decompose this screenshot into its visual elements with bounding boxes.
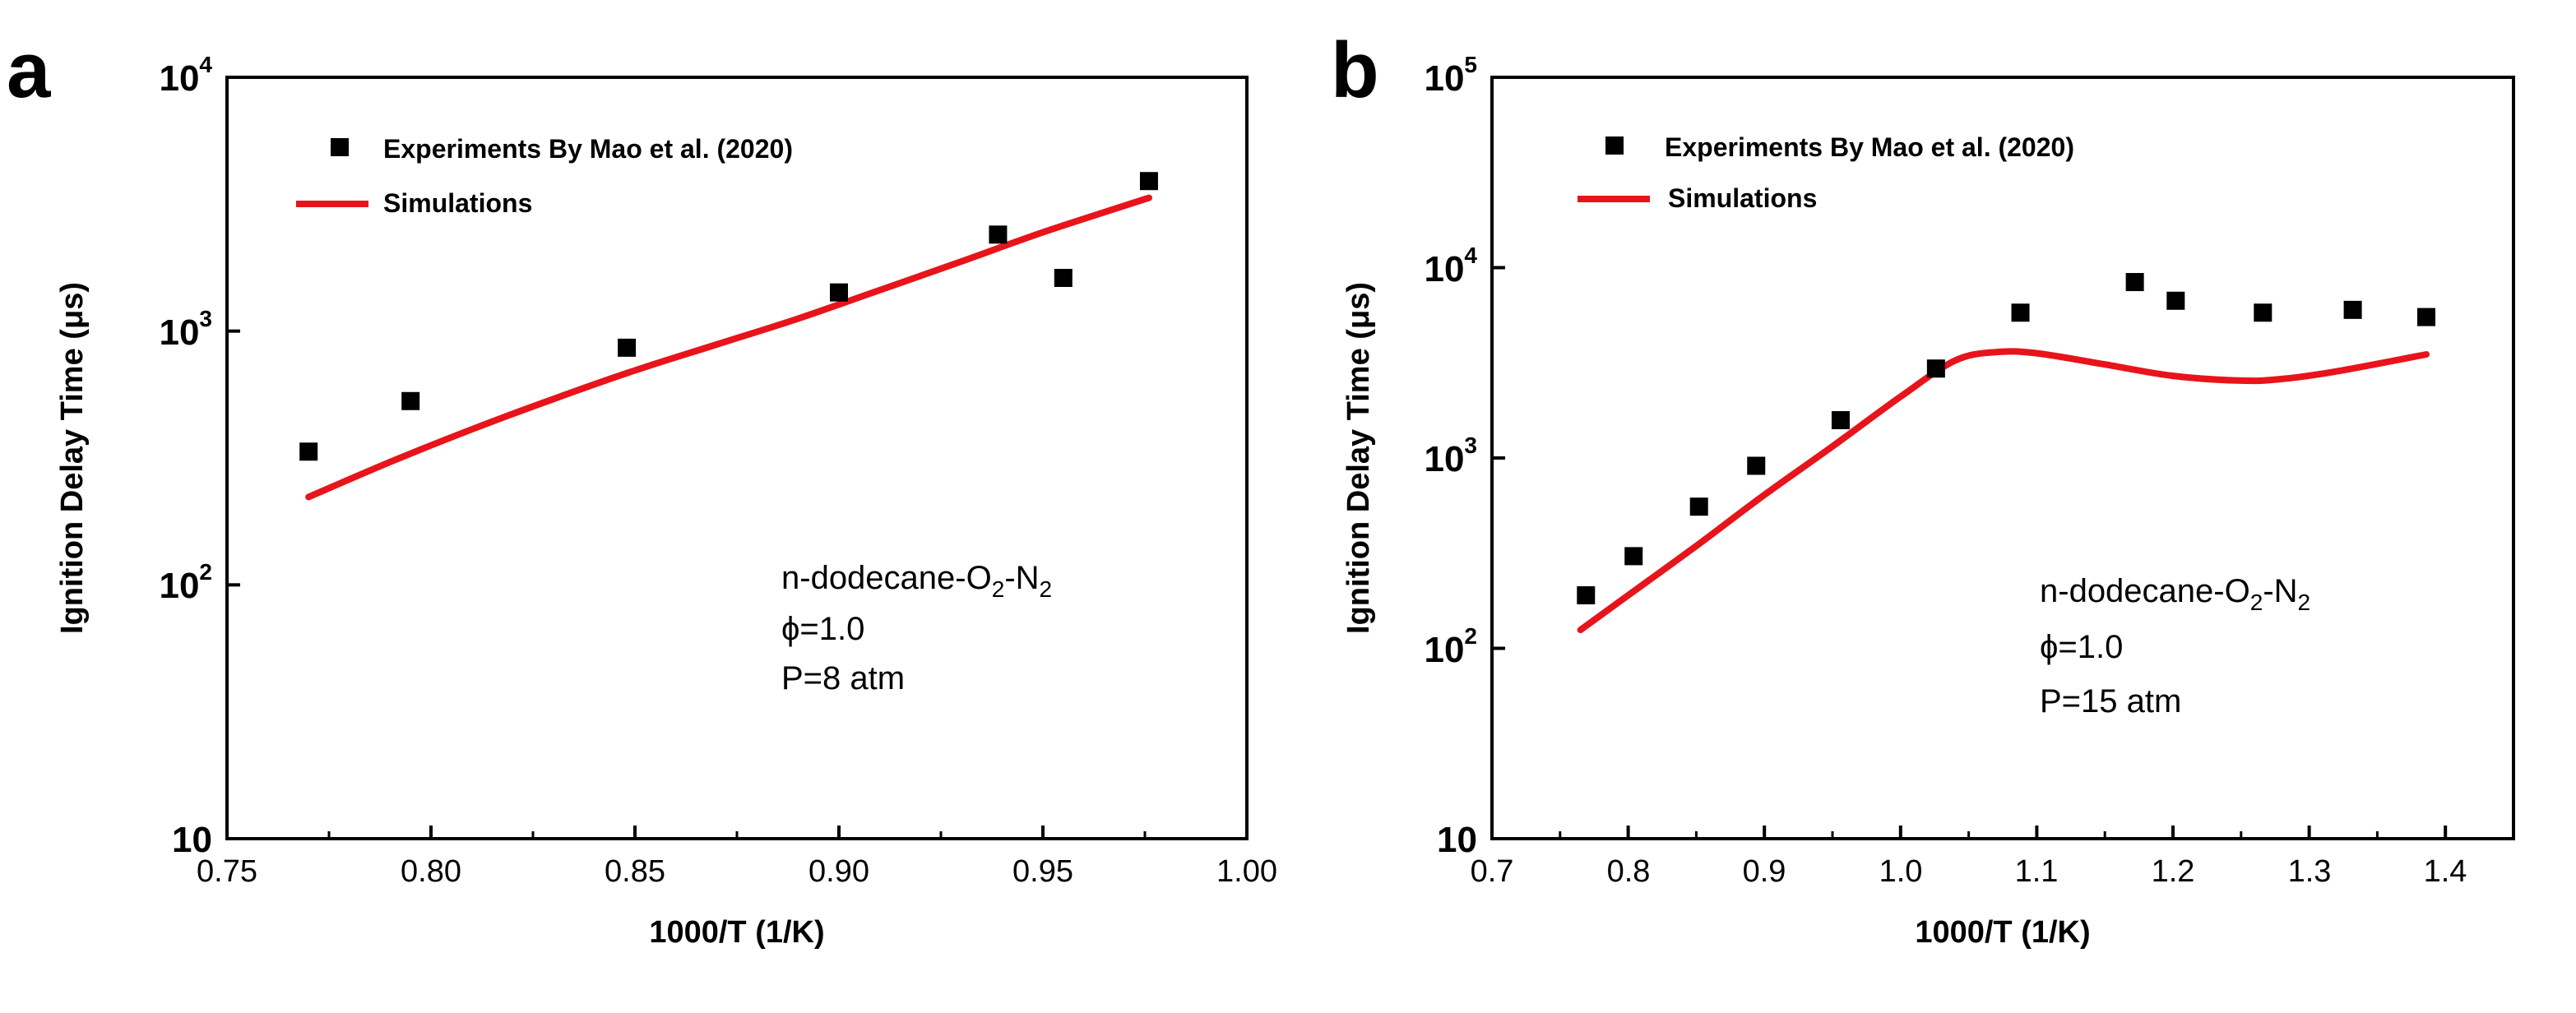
x-tick-label: 1.2 <box>2152 854 2195 889</box>
y-tick-label: 102 <box>159 559 212 606</box>
panel-a-conditions: n-dodecane-O2-N2 ϕ=1.0 P=8 atm <box>781 560 1052 696</box>
x-tick-label: 0.9 <box>1743 854 1786 889</box>
experiment-point <box>1689 497 1708 516</box>
y-tick-label: 10 <box>172 820 212 860</box>
simulation-curve <box>305 194 1152 501</box>
experiment-point <box>830 283 848 302</box>
x-tick-label: 0.90 <box>808 854 869 889</box>
y-tick-label: 104 <box>159 52 212 99</box>
experiment-point <box>1747 456 1766 475</box>
y-tick-label: 10 <box>1437 820 1477 860</box>
equivalence-ratio-label: ϕ=1.0 <box>781 611 864 647</box>
x-tick-label: 1.00 <box>1216 854 1277 889</box>
y-tick-label: 105 <box>1424 52 1477 99</box>
x-tick-label: 0.8 <box>1607 854 1651 889</box>
experiment-point <box>1054 268 1073 287</box>
pressure-label: P=15 atm <box>2040 683 2181 719</box>
panel-a-y-axis-label: Ignition Delay Time (μs) <box>55 282 90 634</box>
x-tick-label: 0.80 <box>401 854 461 889</box>
panel-a-chart: a 10 102 103 104 0.75 0.80 0.85 0.90 0.9… <box>7 26 1277 950</box>
panel-a-ticks <box>225 76 1249 840</box>
panel-b-conditions: n-dodecane-O2-N2 ϕ=1.0 P=15 atm <box>2040 573 2310 719</box>
experiment-point <box>1577 585 1596 604</box>
experiment-point <box>2125 273 2144 292</box>
experiment-point <box>1831 411 1850 430</box>
experiment-point <box>1624 547 1643 566</box>
panel-b-chart: b 10 102 103 104 105 0.7 0.8 0.9 1.0 1.1… <box>1331 26 2515 950</box>
x-tick-label: 0.75 <box>197 854 257 889</box>
experiment-point <box>2417 308 2436 326</box>
panel-a-series <box>299 172 1158 501</box>
experiment-point <box>989 225 1008 244</box>
mixture-label: n-dodecane-O2-N2 <box>2040 573 2310 615</box>
panel-a-x-axis-label: 1000/T (1/K) <box>649 915 824 950</box>
panel-a-x-tick-labels: 0.75 0.80 0.85 0.90 0.95 1.00 <box>197 854 1277 889</box>
y-tick-label: 102 <box>1424 623 1477 670</box>
y-tick-label: 103 <box>159 306 212 353</box>
pressure-label: P=8 atm <box>781 660 905 696</box>
experiment-point <box>299 442 318 461</box>
panel-b-x-tick-labels: 0.7 0.8 0.9 1.0 1.1 1.2 1.3 1.4 <box>1471 854 2467 889</box>
panel-a-plot-frame <box>225 76 1249 840</box>
panel-b-y-axis-label: Ignition Delay Time (μs) <box>1341 282 1376 634</box>
panel-b-legend: Experiments By Mao et al. (2020) Simulat… <box>1578 132 2074 213</box>
x-tick-label: 1.1 <box>2015 854 2059 889</box>
y-tick-label: 104 <box>1424 243 1477 289</box>
simulation-curve <box>1577 348 2430 634</box>
panel-b-x-axis-label: 1000/T (1/K) <box>1915 915 2090 950</box>
legend-label-experiments: Experiments By Mao et al. (2020) <box>383 134 793 164</box>
panel-b-series <box>1577 273 2436 634</box>
panel-b-y-tick-labels: 10 102 103 104 105 <box>1424 52 1477 860</box>
legend-label-simulations: Simulations <box>1668 183 1817 213</box>
legend-marker-experiments <box>1605 136 1624 155</box>
x-tick-label: 1.0 <box>1879 854 1923 889</box>
x-tick-label: 1.4 <box>2424 854 2467 889</box>
panel-b-plot-frame <box>1490 76 2515 840</box>
experiment-point <box>2011 303 2030 322</box>
mixture-label: n-dodecane-O2-N2 <box>781 560 1052 602</box>
x-tick-label: 0.95 <box>1012 854 1073 889</box>
panel-a-y-tick-labels: 10 102 103 104 <box>159 52 212 860</box>
experiment-point <box>2343 300 2362 319</box>
panel-b-letter: b <box>1331 26 1379 114</box>
experiment-point <box>1139 172 1158 191</box>
panel-b-ticks <box>1490 76 2448 840</box>
experiment-point <box>618 338 637 357</box>
legend-marker-experiments <box>331 138 349 156</box>
x-tick-label: 1.3 <box>2288 854 2332 889</box>
legend-label-experiments: Experiments By Mao et al. (2020) <box>1665 132 2074 162</box>
y-tick-label: 103 <box>1424 432 1477 479</box>
x-tick-label: 0.7 <box>1471 854 1514 889</box>
experiment-point <box>1926 359 1945 378</box>
panel-a-legend: Experiments By Mao et al. (2020) Simulat… <box>296 134 793 218</box>
legend-label-simulations: Simulations <box>383 188 532 218</box>
equivalence-ratio-label: ϕ=1.0 <box>2040 629 2123 665</box>
panel-a-letter: a <box>7 26 51 114</box>
experiment-point <box>2166 291 2185 310</box>
x-tick-label: 0.85 <box>605 854 665 889</box>
experiment-point <box>401 391 420 410</box>
experiment-point <box>2254 303 2273 322</box>
